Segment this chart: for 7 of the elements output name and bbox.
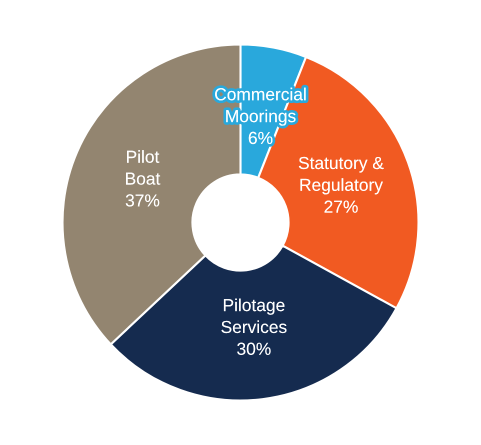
data-label: 6% — [248, 132, 272, 144]
data-label: 37% — [126, 194, 160, 207]
slice-label: Pilot Boat — [126, 150, 160, 185]
data-label: 27% — [324, 200, 358, 213]
slice-label: Statutory & Regulatory — [298, 156, 384, 194]
data-label: 30% — [237, 342, 271, 355]
slice-label: Pilotage Services — [221, 298, 287, 334]
